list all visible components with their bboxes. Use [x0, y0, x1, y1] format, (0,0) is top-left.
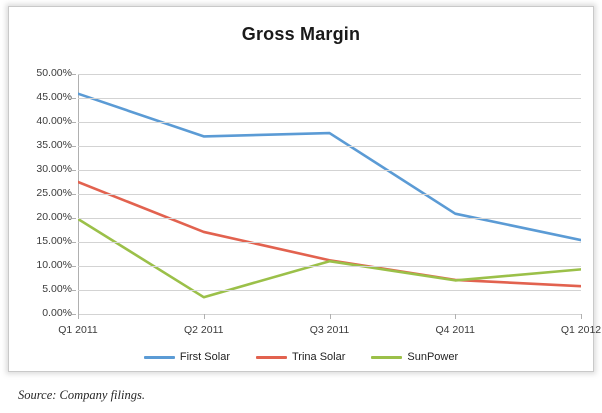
x-axis-tick-label: Q2 2011	[183, 324, 224, 336]
x-axis-tick-mark	[203, 314, 205, 319]
source-note: Source: Company filings.	[18, 388, 145, 402]
plot-inner	[78, 74, 581, 315]
gridline	[78, 98, 581, 99]
y-axis-tick-label: 15.00%	[36, 235, 72, 247]
legend-color-swatch	[371, 355, 403, 359]
legend-item[interactable]: First Solar	[143, 351, 230, 363]
legend-item[interactable]: SunPower	[371, 351, 458, 363]
gridline	[78, 242, 581, 243]
y-axis-tick-label: 50.00%	[36, 67, 72, 79]
x-axis-tick-mark	[329, 314, 331, 319]
legend-label: First Solar	[179, 351, 230, 363]
y-axis-tick-label: 40.00%	[36, 115, 72, 127]
x-axis-tick-mark	[581, 314, 582, 319]
x-axis-tick-label: Q4 2011	[435, 324, 476, 336]
y-axis-tick-mark	[72, 194, 76, 195]
series-line	[78, 180, 581, 288]
y-axis-tick-mark	[72, 170, 76, 171]
y-axis-tick-mark	[72, 290, 76, 291]
chart-title: Gross Margin	[241, 24, 361, 44]
chart-card-border	[8, 6, 594, 372]
y-axis-tick-mark	[72, 146, 76, 147]
legend-color-swatch	[255, 355, 287, 359]
legend-item[interactable]: Trina Solar	[255, 351, 346, 363]
x-axis-tick-label: Q3 2011	[309, 324, 350, 336]
y-axis-labels: 0.00% 5.00% 10.00% 15.00% 20.00% 25.00% 30.00%…	[8, 67, 76, 319]
x-axis-tick-label: Q1 2011	[58, 324, 98, 336]
legend-color-swatch	[143, 355, 175, 359]
y-axis-tick-label: 35.00%	[36, 139, 72, 151]
gridline	[78, 122, 581, 123]
y-axis-tick-label: 25.00%	[36, 187, 72, 199]
y-axis-tick-label: 45.00%	[36, 91, 72, 103]
y-axis-tick-mark	[72, 98, 76, 99]
y-axis-tick-mark	[72, 218, 76, 219]
y-axis-tick-label: 20.00%	[36, 211, 72, 223]
chart-legend: First Solar Trina Solar SunPower	[8, 351, 594, 363]
y-axis-tick-mark	[72, 314, 76, 315]
plot-area	[78, 68, 581, 315]
gridline	[78, 290, 581, 291]
x-axis-tick-label: Q1 2012	[560, 324, 602, 336]
y-axis-tick-mark	[72, 122, 76, 123]
y-axis-tick-label: 5.00%	[42, 283, 72, 295]
gridline	[78, 74, 581, 75]
series-line	[78, 217, 581, 299]
chart-card: Gross Margin 0.00% 5.00% 10.00% 15.00% 20.00…	[8, 6, 601, 372]
y-axis-tick-mark	[72, 266, 76, 267]
legend-label: SunPower	[407, 351, 459, 363]
gridline	[78, 218, 581, 219]
x-axis-tick-mark	[78, 314, 79, 319]
legend-label: Trina Solar	[291, 351, 346, 363]
y-axis-tick-mark	[72, 242, 76, 243]
y-axis-tick-label: 30.00%	[36, 163, 72, 175]
y-axis-tick-label: 10.00%	[36, 259, 72, 271]
gridline	[78, 266, 581, 267]
gridline	[78, 170, 581, 171]
y-axis-tick-label: 0.00%	[42, 307, 72, 319]
x-axis-labels: Q1 2011 Q2 2011 Q3 2011 Q4 2011 Q1 2012	[58, 314, 601, 346]
x-axis-tick-mark	[455, 314, 457, 319]
gridline	[78, 194, 581, 195]
gridline	[78, 146, 581, 147]
y-axis-tick-mark	[72, 74, 76, 75]
